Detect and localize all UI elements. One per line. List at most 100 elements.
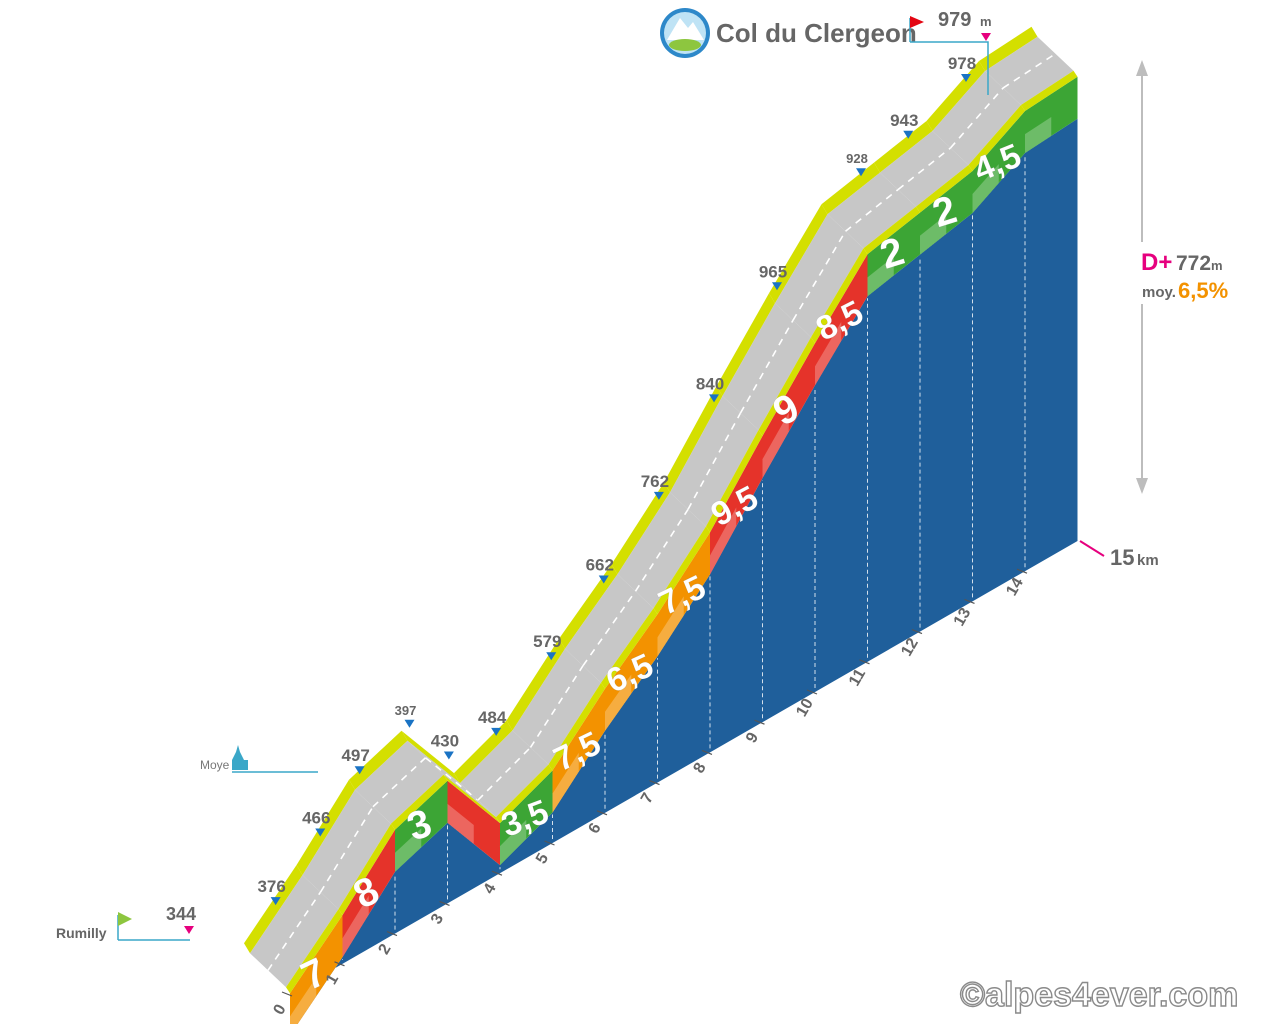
- km-tick: [964, 598, 975, 604]
- summit-altitude: 979: [938, 9, 971, 31]
- summit-title: Col du Clergeon: [716, 18, 917, 48]
- gradient-segment: [290, 915, 343, 1024]
- km-tick-label: 14: [1003, 575, 1027, 599]
- altitude-marker-icon: [315, 828, 326, 837]
- church-icon: [232, 745, 248, 770]
- km-tick: [701, 749, 713, 755]
- road-curb-front: [548, 682, 605, 771]
- road-surface-segment: [302, 789, 391, 910]
- km-tick: [334, 961, 345, 967]
- altitude-marker-icon: [546, 652, 557, 661]
- dplus-unit: m: [1211, 258, 1223, 273]
- road-curb-back: [611, 482, 670, 575]
- road-curb-back: [401, 730, 460, 784]
- distance-value: 15: [1110, 545, 1134, 570]
- summit-unit: m: [980, 14, 992, 29]
- gradient-segment-shade: [815, 321, 842, 386]
- km-tick: [491, 870, 503, 876]
- km-tick-label: 10: [793, 696, 817, 720]
- km-tick-label: 4: [481, 881, 500, 897]
- start-pin-icon: [184, 926, 194, 934]
- road-curb-back: [559, 564, 618, 649]
- summit-header: Col du Clergeon 979 m: [660, 8, 992, 95]
- altitude-labels: 3764664973974304845796627628409659289439…: [257, 54, 976, 906]
- road-curb-front: [811, 248, 868, 344]
- road-centerline: [267, 891, 322, 971]
- waypoint-marker: Moye: [200, 745, 318, 773]
- road-centerline: [634, 508, 689, 592]
- km-tick-label: 8: [691, 760, 710, 776]
- gradient-segment-shade: [342, 895, 369, 958]
- road-curb-front: [443, 774, 500, 824]
- road-curb-back: [769, 204, 828, 304]
- km-tick: [754, 719, 765, 725]
- km-tick: [281, 991, 293, 997]
- gradient-segment-shade: [290, 977, 317, 1024]
- dplus-value: 772: [1176, 252, 1211, 275]
- road-surface-segment: [407, 740, 496, 818]
- road-curb-front: [286, 909, 343, 994]
- waypoint-name: Moye: [200, 758, 230, 772]
- gradient-segment-shade: [710, 507, 737, 575]
- road-curb-back: [506, 638, 565, 731]
- road-curb-back: [244, 865, 303, 954]
- km-tick-label: 5: [533, 851, 552, 867]
- road-centerline: [897, 147, 951, 191]
- altitude-label: 978: [948, 54, 976, 73]
- road-curb-back: [349, 730, 408, 790]
- altitude-label: 497: [341, 746, 369, 765]
- copyright: ©alpes4ever.com: [960, 976, 1238, 1014]
- km-tick: [439, 900, 450, 906]
- start-marker: Rumilly 344: [56, 904, 196, 941]
- gradient-segment-shade: [657, 596, 684, 657]
- km-tick-label: 9: [743, 730, 762, 746]
- km-tick-label: 13: [951, 605, 975, 629]
- km-gridlines: [342, 155, 1026, 960]
- road-curb-back: [821, 162, 880, 215]
- road-curb-back: [296, 779, 355, 876]
- road-curb-back: [716, 293, 775, 397]
- average-label: moy.: [1142, 284, 1176, 301]
- road-centerline: [1002, 53, 1056, 89]
- road-curb-front: [706, 430, 763, 533]
- km-tick: [544, 840, 555, 846]
- road-curb-front: [758, 337, 815, 437]
- km-tick: [859, 659, 870, 665]
- altitude-marker-icon: [354, 766, 365, 775]
- gradient-segment-shade: [500, 819, 527, 866]
- start-altitude: 344: [166, 904, 196, 924]
- road-curb-back: [454, 720, 513, 784]
- gradient-segment-shade: [605, 674, 632, 731]
- km-tick: [806, 689, 818, 695]
- dplus-label: D+: [1141, 249, 1172, 276]
- altitude-label: 484: [478, 708, 507, 727]
- altitude-marker-icon: [404, 719, 415, 728]
- distance-marker: 15 km: [1079, 540, 1159, 570]
- road-curb-back: [979, 26, 1038, 72]
- gradient-segment-shade: [762, 412, 789, 479]
- altitude-marker-icon: [443, 751, 454, 760]
- road-centerline: [792, 230, 847, 321]
- altitude-label: 965: [759, 262, 787, 281]
- km-tick-label: 2: [376, 941, 395, 957]
- gradient-segment-shade: [920, 214, 947, 255]
- road-surface: [244, 26, 1078, 994]
- summit-pin-icon: [981, 33, 991, 41]
- road-curb-back: [874, 120, 933, 173]
- elevation-gain-arrow: [1136, 60, 1228, 494]
- altitude-label: 943: [890, 111, 918, 130]
- road-surface-segment: [880, 130, 969, 207]
- road-curb-front: [968, 105, 1025, 171]
- road-surface-segment: [775, 214, 864, 338]
- start-name: Rumilly: [56, 925, 107, 941]
- profile-side-area: [290, 118, 1078, 1024]
- gradient-segment-shade: [395, 828, 422, 872]
- average-value: 6,5%: [1178, 278, 1228, 303]
- altitude-label: 430: [431, 731, 459, 750]
- road-centerline: [529, 665, 584, 748]
- km-tick: [386, 931, 398, 937]
- road-curb-front: [1021, 70, 1078, 112]
- altitude-marker-icon: [598, 575, 609, 584]
- km-tick-label: 6: [586, 820, 605, 836]
- gradient-segment-shade: [972, 164, 999, 213]
